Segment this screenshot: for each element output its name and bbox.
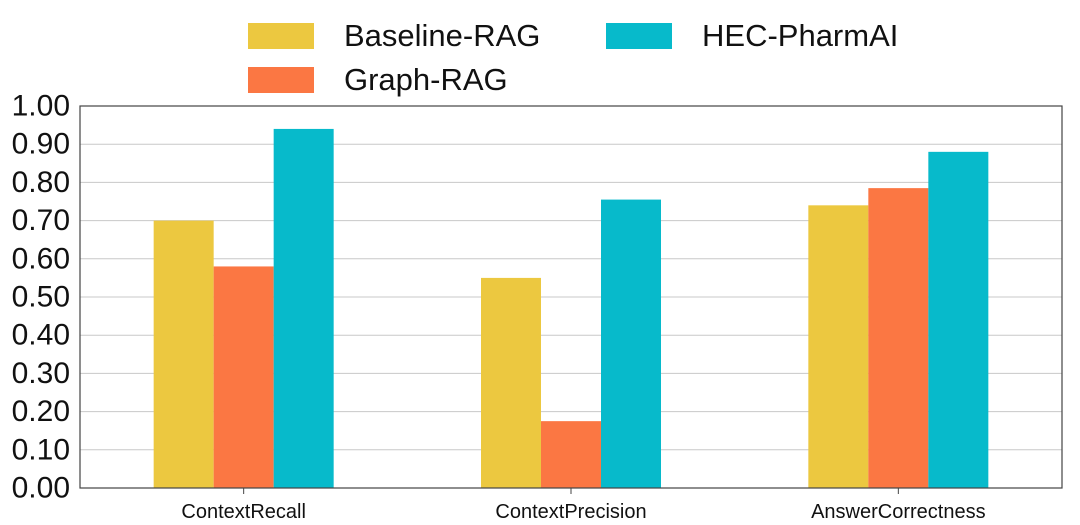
y-tick-label: 0.90 <box>12 128 70 161</box>
legend-swatch-graph-rag <box>248 67 314 93</box>
bar-hec-pharmai-answercorrectness <box>928 151 989 488</box>
bar-hec-pharmai-contextprecision <box>601 199 661 488</box>
bar-graph-rag-contextprecision <box>541 421 601 488</box>
legend-item-graph-rag: Graph-RAG <box>248 62 508 98</box>
legend-item-hec-pharmai: HEC-PharmAI <box>606 18 898 54</box>
y-tick-label: 0.30 <box>12 357 70 390</box>
y-tick-label: 1.00 <box>12 90 70 123</box>
bar-baseline-rag-answercorrectness <box>808 205 869 488</box>
y-tick-label: 0.40 <box>12 319 70 352</box>
x-tick-label: AnswerCorrectness <box>811 501 986 523</box>
bar-hec-pharmai-contextrecall <box>273 128 334 489</box>
y-tick-label: 0.10 <box>12 433 70 466</box>
x-tick-label: ContextPrecision <box>495 501 646 523</box>
legend-swatch-hec-pharmai <box>606 23 672 49</box>
y-tick-label: 0.50 <box>12 281 70 314</box>
bar-graph-rag-contextrecall <box>213 266 274 488</box>
y-tick-label: 0.80 <box>12 166 70 199</box>
legend-item-baseline-rag: Baseline-RAG <box>248 18 540 54</box>
y-tick-label: 0.20 <box>12 395 70 428</box>
legend-label-graph-rag: Graph-RAG <box>344 62 508 97</box>
y-tick-label: 0.00 <box>12 472 70 505</box>
chart-legend: Baseline-RAG HEC-PharmAI Graph-RAG <box>0 0 1080 100</box>
y-tick-label: 0.60 <box>12 242 70 275</box>
y-tick-label: 0.70 <box>12 204 70 237</box>
x-tick-label: ContextRecall <box>181 501 306 523</box>
bar-graph-rag-answercorrectness <box>868 188 929 488</box>
legend-label-baseline-rag: Baseline-RAG <box>344 18 541 53</box>
bar-baseline-rag-contextrecall <box>153 220 214 488</box>
bar-baseline-rag-contextprecision <box>481 277 541 488</box>
legend-label-hec-pharmai: HEC-PharmAI <box>702 18 899 53</box>
legend-swatch-baseline-rag <box>248 23 314 49</box>
